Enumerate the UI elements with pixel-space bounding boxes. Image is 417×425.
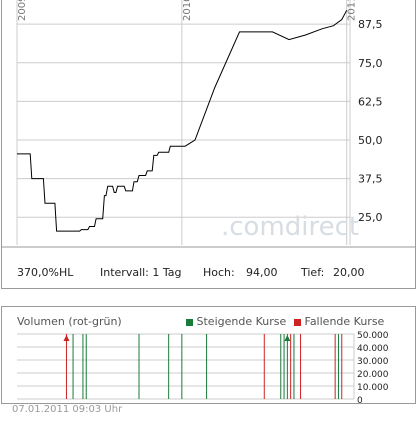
price-y-axis: 25,0 37,5 50,0 62,5 75,0 87,5 — [358, 18, 383, 224]
price-chart-panel: .comdirect 25,0 37,5 50,0 62,5 75,0 87,5 2009… — [1, 0, 416, 289]
x-tick-label: 2011 — [347, 0, 358, 21]
high-label: Hoch: — [203, 266, 235, 279]
volume-y-tick-label: 10.000 — [357, 383, 389, 393]
year-labels: 2009 2010 2011 — [17, 0, 358, 21]
y-tick-label: 75,0 — [358, 57, 383, 70]
legend-falling-swatch — [294, 318, 301, 326]
y-tick-label: 37,5 — [358, 173, 383, 186]
volume-bars — [63, 334, 343, 399]
performance-label: 370,0%HL — [17, 266, 74, 279]
legend-rising-swatch — [186, 318, 193, 326]
watermark: .comdirect — [221, 212, 359, 242]
y-tick-label: 62,5 — [358, 95, 383, 108]
volume-y-tick-label: 50.000 — [357, 331, 389, 341]
y-tick-label: 87,5 — [358, 18, 383, 31]
legend-rising-label: Steigende Kurse — [196, 315, 287, 328]
low-value: 20,00 — [333, 266, 365, 279]
volume-y-tick-label: 40.000 — [357, 344, 389, 354]
interval-label: Intervall: 1 Tag — [100, 266, 182, 279]
timestamp: 07.01.2011 09:03 Uhr — [12, 404, 123, 415]
volume-chart-panel: Volumen (rot-grün) Steigende Kurse Falle… — [1, 306, 416, 404]
volume-chart: 0 10.000 20.000 30.000 40.000 50.000 — [17, 331, 389, 403]
high-value: 94,00 — [246, 266, 278, 279]
volume-marker-arrow — [284, 335, 291, 341]
legend-rising: Steigende Kurse — [186, 315, 286, 328]
volume-y-axis: 0 10.000 20.000 30.000 40.000 50.000 — [357, 331, 389, 403]
price-line — [17, 10, 348, 232]
price-chart: .comdirect 25,0 37,5 50,0 62,5 75,0 87,5 2009… — [2, 0, 415, 248]
x-tick-label: 2010 — [182, 0, 193, 21]
volume-marker-arrow — [63, 335, 70, 341]
low-label: Tief: — [301, 266, 325, 279]
legend-falling-label: Fallende Kurse — [304, 315, 385, 328]
volume-title: Volumen (rot-grün) — [17, 315, 122, 328]
volume-y-tick-label: 0 — [357, 396, 363, 403]
volume-y-tick-label: 20.000 — [357, 370, 389, 380]
x-tick-label: 2009 — [17, 0, 28, 21]
volume-grid — [17, 333, 355, 400]
legend-falling: Fallende Kurse — [294, 315, 384, 328]
price-grid — [16, 0, 351, 245]
y-tick-label: 25,0 — [358, 211, 383, 224]
volume-y-tick-label: 30.000 — [357, 357, 389, 367]
y-tick-label: 50,0 — [358, 134, 383, 147]
